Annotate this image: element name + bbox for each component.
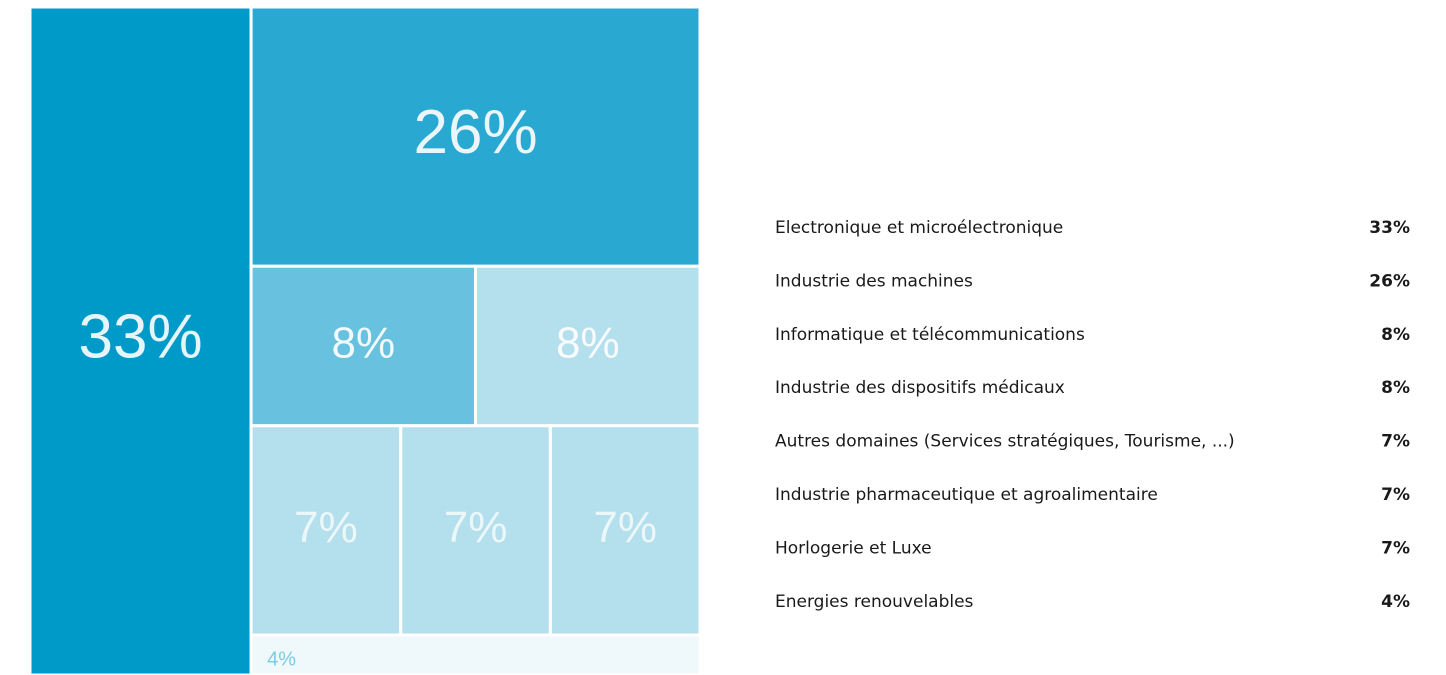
legend-value: 26% (1369, 271, 1410, 291)
cell-label: 4% (267, 648, 296, 670)
treemap-cell (249, 633, 702, 675)
legend-value: 7% (1381, 485, 1410, 505)
cell-label: 8% (556, 319, 620, 368)
legend-label: Industrie des dispositifs médicaux (775, 378, 1065, 398)
cell-label: 33% (79, 302, 203, 371)
legend-value: 33% (1369, 218, 1410, 238)
treemap-cell (474, 264, 702, 428)
treemap-cell (548, 424, 702, 637)
cell-label: 8% (332, 319, 396, 368)
legend-value: 7% (1381, 432, 1410, 452)
cell-label: 7% (593, 503, 657, 552)
legend-label: Autres domaines (Services stratégiques, … (775, 432, 1235, 452)
legend-value: 8% (1381, 325, 1410, 345)
treemap-cell (28, 5, 253, 675)
legend-label: Horlogerie et Luxe (775, 538, 932, 558)
cell-label: 7% (444, 503, 508, 552)
legend-value: 8% (1381, 378, 1410, 398)
legend-label: Industrie des machines (775, 271, 973, 291)
legend-value: 7% (1381, 538, 1410, 558)
treemap-cell (399, 424, 552, 637)
cell-label: 26% (414, 98, 538, 167)
treemap-cell (249, 5, 702, 268)
legend-label: Informatique et télécommunications (775, 325, 1085, 345)
legend-label: Energies renouvelables (775, 592, 974, 612)
legend-value: 4% (1381, 592, 1410, 612)
treemap-cell (249, 424, 403, 637)
legend-label: Electronique et microélectronique (775, 218, 1063, 238)
legend-label: Industrie pharmaceutique et agroalimenta… (775, 485, 1158, 505)
cell-label: 7% (294, 503, 358, 552)
